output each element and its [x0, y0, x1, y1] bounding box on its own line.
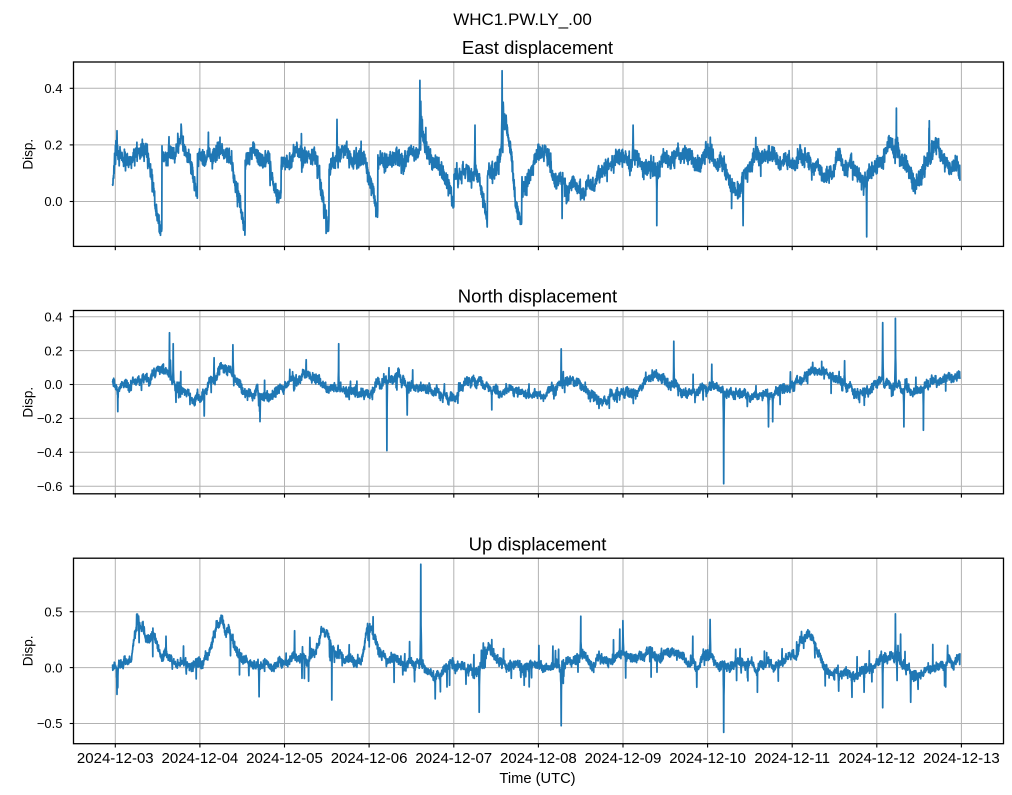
svg-text:0.5: 0.5	[44, 604, 62, 619]
svg-text:WHC1.PW.LY_.00: WHC1.PW.LY_.00	[453, 10, 592, 29]
svg-text:2024-12-05: 2024-12-05	[246, 750, 323, 767]
svg-text:Up displacement: Up displacement	[469, 533, 607, 554]
svg-text:2024-12-07: 2024-12-07	[415, 750, 492, 767]
svg-text:Disp.: Disp.	[21, 387, 36, 418]
svg-text:Time (UTC): Time (UTC)	[499, 771, 575, 787]
svg-text:2024-12-13: 2024-12-13	[923, 750, 1000, 767]
svg-text:−0.6: −0.6	[37, 479, 63, 494]
svg-text:0.0: 0.0	[44, 660, 62, 675]
svg-text:−0.5: −0.5	[37, 716, 63, 731]
svg-text:East displacement: East displacement	[462, 37, 613, 58]
svg-text:0.0: 0.0	[44, 377, 62, 392]
svg-text:0.0: 0.0	[44, 194, 62, 209]
svg-text:Disp.: Disp.	[21, 636, 36, 667]
svg-text:2024-12-04: 2024-12-04	[162, 750, 239, 767]
svg-text:0.2: 0.2	[44, 138, 62, 153]
svg-text:2024-12-12: 2024-12-12	[838, 750, 915, 767]
svg-text:−0.2: −0.2	[37, 411, 63, 426]
svg-text:2024-12-03: 2024-12-03	[77, 750, 154, 767]
svg-text:0.4: 0.4	[44, 309, 62, 324]
svg-text:North displacement: North displacement	[458, 286, 617, 307]
svg-text:0.2: 0.2	[44, 343, 62, 358]
svg-text:2024-12-08: 2024-12-08	[500, 750, 577, 767]
svg-text:2024-12-10: 2024-12-10	[669, 750, 746, 767]
svg-text:2024-12-11: 2024-12-11	[754, 750, 830, 767]
svg-text:2024-12-09: 2024-12-09	[585, 750, 662, 767]
svg-text:0.4: 0.4	[44, 81, 62, 96]
svg-text:Disp.: Disp.	[21, 139, 36, 170]
svg-text:2024-12-06: 2024-12-06	[331, 750, 408, 767]
svg-text:−0.4: −0.4	[37, 445, 63, 460]
